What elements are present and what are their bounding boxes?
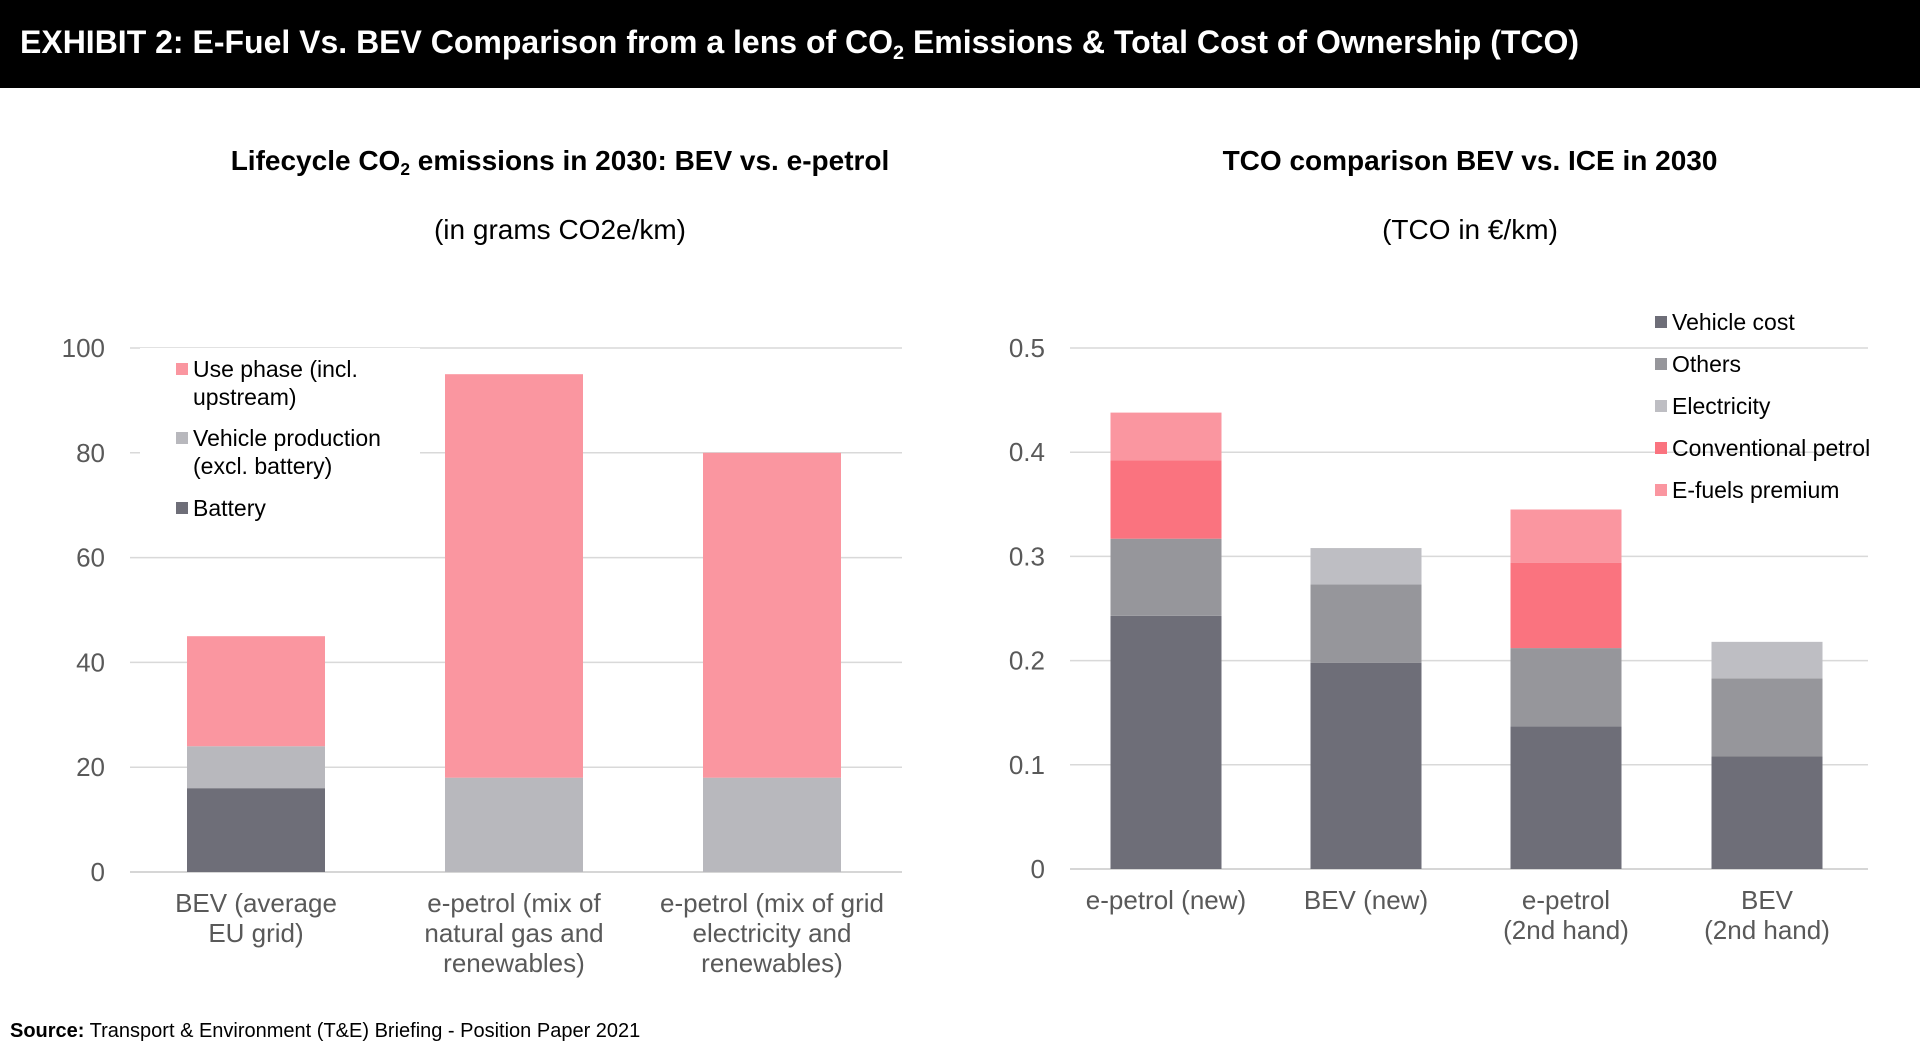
left-chart-title-subscript: 2 [400, 159, 410, 180]
left-category-label: renewables) [443, 948, 585, 978]
right-bar-segment [1510, 509, 1622, 563]
right-y-tick-label: 0.2 [1009, 646, 1045, 676]
left-category-label: natural gas and [424, 918, 603, 948]
left-y-tick-label: 60 [76, 543, 105, 573]
right-bar-segment [1310, 548, 1422, 585]
left-chart-subtitle: (in grams CO2e/km) [433, 214, 687, 245]
source-text: Transport & Environment (T&E) Briefing -… [84, 1020, 641, 1042]
left-y-tick-label: 100 [62, 333, 105, 363]
left-chart-title: Lifecycle CO2 emissions in 2030: BEV vs.… [60, 145, 1060, 180]
right-bar-segment [1110, 615, 1222, 869]
left-chart-title-part2: emissions in 2030: BEV vs. e-petrol [410, 145, 890, 176]
left-bar-segment [703, 452, 841, 778]
source-label: Source: [10, 1020, 85, 1042]
right-category-label: (2nd hand) [1704, 915, 1830, 945]
right-bar-segment [1510, 562, 1622, 649]
right-category-label: BEV [1741, 885, 1794, 915]
left-legend-swatch [176, 502, 188, 514]
exhibit-title: EXHIBIT 2: E-Fuel Vs. BEV Comparison fro… [20, 24, 1579, 65]
right-y-tick-label: 0.4 [1009, 437, 1045, 467]
right-bar-segment [1711, 756, 1823, 869]
right-legend-swatch [1655, 358, 1667, 370]
right-legend-swatch [1655, 442, 1667, 454]
right-chart-title: TCO comparison BEV vs. ICE in 2030 [1222, 145, 1718, 176]
right-category-label: e-petrol (new) [1086, 885, 1246, 915]
left-legend-label: (excl. battery) [193, 453, 332, 479]
right-category-label: (2nd hand) [1503, 915, 1629, 945]
right-bar-segment [1310, 662, 1422, 869]
left-y-tick-label: 0 [91, 857, 105, 887]
right-y-tick-label: 0.1 [1009, 750, 1045, 780]
left-bar-segment [445, 777, 583, 872]
right-legend-swatch [1655, 316, 1667, 328]
left-legend-label: upstream) [193, 384, 297, 410]
right-category-label: BEV (new) [1304, 885, 1428, 915]
left-category-label: electricity and [693, 918, 852, 948]
exhibit-title-part1: EXHIBIT 2: E-Fuel Vs. BEV Comparison fro… [20, 24, 894, 60]
right-legend-label: Conventional petrol [1672, 435, 1870, 461]
right-bar-segment [1310, 584, 1422, 663]
right-bar-segment [1110, 538, 1222, 616]
left-category-label: e-petrol (mix of [427, 888, 601, 918]
left-legend-swatch [176, 432, 188, 444]
right-bar-segment [1510, 726, 1622, 869]
left-legend-label: Vehicle production [193, 425, 381, 451]
left-y-tick-label: 20 [76, 752, 105, 782]
left-legend-label: Battery [193, 495, 266, 521]
left-category-label: renewables) [701, 948, 843, 978]
right-y-tick-label: 0.5 [1009, 333, 1045, 363]
right-y-tick-label: 0.3 [1009, 541, 1045, 571]
right-y-tick-label: 0 [1031, 854, 1045, 884]
right-legend-label: Electricity [1672, 393, 1771, 419]
left-category-label: EU grid) [208, 918, 303, 948]
left-bar-segment [703, 777, 841, 872]
title-banner: EXHIBIT 2: E-Fuel Vs. BEV Comparison fro… [0, 0, 1920, 88]
right-legend-swatch [1655, 484, 1667, 496]
left-bar-segment [187, 636, 325, 747]
left-y-tick-label: 40 [76, 647, 105, 677]
left-y-tick-label: 80 [76, 438, 105, 468]
right-bar-segment [1711, 641, 1823, 679]
right-bar-segment [1711, 678, 1823, 757]
source-note: Source: Transport & Environment (T&E) Br… [10, 1020, 640, 1043]
left-chart-title-part1: Lifecycle CO [230, 145, 401, 176]
left-bar-segment [187, 788, 325, 872]
right-bar-segment [1110, 412, 1222, 461]
left-category-label: e-petrol (mix of grid [660, 888, 884, 918]
left-bar-segment [445, 374, 583, 778]
exhibit-title-part2: Emissions & Total Cost of Ownership (TCO… [904, 24, 1580, 60]
right-bar-segment [1510, 648, 1622, 727]
left-legend-label: Use phase (incl. [193, 356, 358, 382]
right-legend-label: Vehicle cost [1672, 309, 1795, 335]
right-legend-label: Others [1672, 351, 1741, 377]
right-chart-subtitle: (TCO in €/km) [1382, 214, 1558, 245]
left-category-label: BEV (average [175, 888, 337, 918]
right-category-label: e-petrol [1522, 885, 1610, 915]
right-bar-segment [1110, 460, 1222, 539]
right-legend-swatch [1655, 400, 1667, 412]
left-legend-swatch [176, 363, 188, 375]
exhibit-title-subscript: 2 [893, 41, 905, 64]
right-legend-label: E-fuels premium [1672, 477, 1839, 503]
left-bar-segment [187, 746, 325, 789]
